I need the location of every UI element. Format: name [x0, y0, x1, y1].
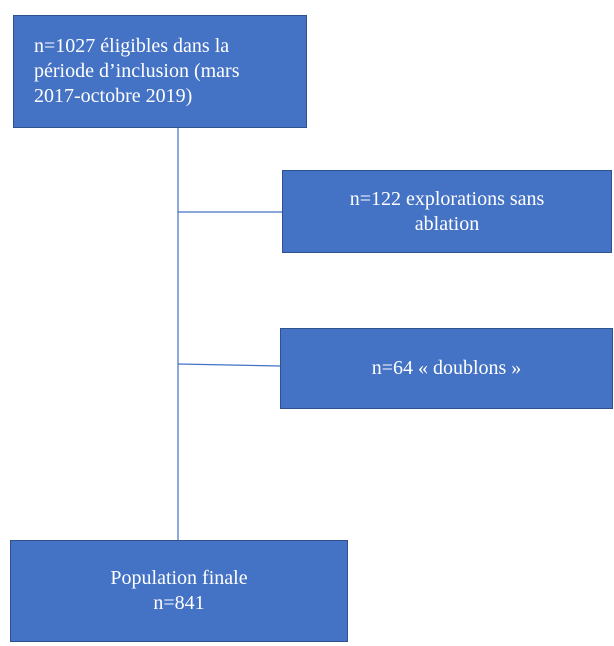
- eligible-box: n=1027 éligibles dans la période d’inclus…: [13, 15, 307, 128]
- node-text: période d’inclusion (mars: [34, 60, 240, 82]
- node-text: n=841: [153, 592, 205, 614]
- final-box: Population finale n=841: [10, 540, 348, 642]
- node-text: Population finale: [110, 567, 248, 589]
- exclusion-box: n=64 « doublons »: [280, 328, 613, 409]
- node-text: n=64 « doublons »: [371, 357, 522, 379]
- branch-connector: [177, 363, 281, 367]
- node-text: n=1027 éligibles dans la: [34, 35, 230, 57]
- node-text: n=122 explorations sans: [349, 187, 545, 210]
- node-text: ablation: [414, 212, 480, 235]
- exclusion-box: n=122 explorations sans ablation: [282, 170, 612, 253]
- node-text: 2017-octobre 2019): [34, 85, 193, 107]
